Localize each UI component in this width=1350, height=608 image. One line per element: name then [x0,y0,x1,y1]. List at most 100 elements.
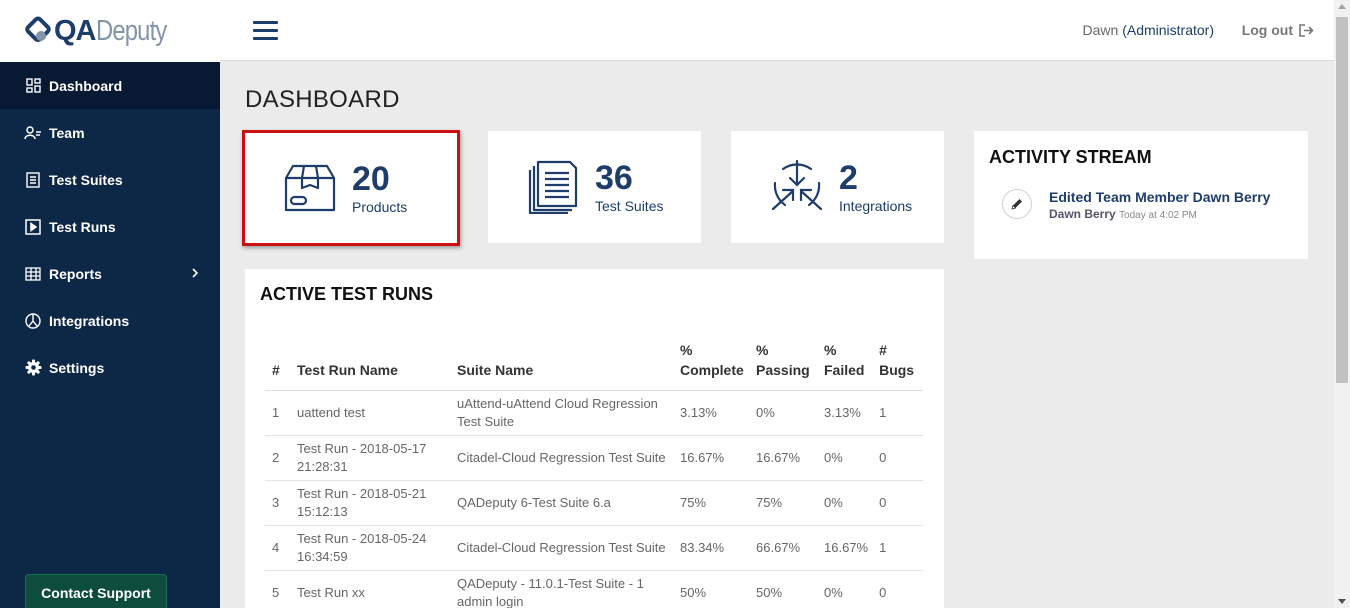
chevron-right-icon [188,266,202,280]
cell-complete: 83.34% [673,525,749,571]
test-runs-icon [24,218,42,236]
logo-deputy-text: Deputy [95,14,167,47]
logout-icon [1299,23,1314,37]
sidebar-item-team[interactable]: Team [0,109,220,156]
products-count: 20 [352,159,390,198]
hamburger-menu-icon[interactable] [253,21,278,41]
scroll-up-arrow-icon[interactable] [1338,4,1346,9]
sidebar-item-dashboard[interactable]: Dashboard [0,62,220,109]
logo-mark-icon [24,16,52,46]
activity-time: Today at 4:02 PM [1119,210,1197,221]
col-bugs-header[interactable]: # Bugs [872,340,923,391]
user-name: Dawn [1082,22,1119,38]
sidebar-item-label: Dashboard [49,77,123,94]
scroll-thumb[interactable] [1336,17,1348,383]
sidebar-item-settings[interactable]: Settings [0,344,220,391]
cell-failed: 3.13% [817,390,873,436]
cell-suite: Citadel-Cloud Regression Test Suite [450,435,673,481]
sidebar-item-label: Reports [49,265,102,282]
logo[interactable]: QA Deputy [0,0,220,62]
col-failed-header[interactable]: % Failed [817,340,873,391]
integrations-icon [769,159,825,215]
page-title: DASHBOARD [245,86,400,113]
col-complete-header[interactable]: % Complete [673,340,749,391]
cell-passing: 66.67% [749,525,817,571]
cell-num: 5 [265,570,290,608]
logout-button[interactable]: Log out [1242,22,1314,38]
cell-passing: 75% [749,480,817,526]
user-info: Dawn (Administrator) [1083,22,1214,38]
active-test-runs-title: ACTIVE TEST RUNS [260,284,434,304]
sidebar-item-label: Settings [49,359,105,376]
table-row[interactable]: 1 uattend test uAttend-uAttend Cloud Reg… [265,390,923,436]
test-suites-icon [24,171,42,189]
cell-bugs: 1 [872,390,923,436]
table-header-row: # Test Run Name Suite Name % Complete % Pa… [265,340,923,391]
user-role: (Administrator) [1122,22,1214,38]
stat-card-integrations[interactable]: 2 Integrations [731,131,944,243]
cell-failed: 0% [817,570,873,608]
sidebar-item-label: Test Runs [49,218,116,235]
sidebar-nav: Dashboard Team Test Suites [0,62,220,391]
col-num-header[interactable]: # [265,340,290,391]
sidebar-item-integrations[interactable]: Integrations [0,297,220,344]
logout-label: Log out [1241,22,1293,38]
cell-num: 4 [265,525,290,571]
products-label: Products [352,198,408,215]
activity-user: Dawn Berry [1049,207,1116,221]
cell-bugs: 0 [872,435,923,481]
box-icon [282,160,338,216]
cell-name[interactable]: uattend test [290,390,450,436]
activity-title[interactable]: Edited Team Member Dawn Berry [1049,189,1271,205]
stat-card-test-suites[interactable]: 36 Test Suites [488,131,701,243]
activity-stream-title: ACTIVITY STREAM [989,147,1152,167]
pencil-icon [1002,189,1032,219]
dashboard-icon [24,77,42,95]
page-scrollbar[interactable] [1334,0,1350,608]
logo-qa-text: QA [54,14,96,47]
integrations-count: 2 [839,158,858,197]
cell-name[interactable]: Test Run - 2018-05-21 15:12:13 [290,480,450,526]
team-icon [24,124,42,142]
cell-suite: QADeputy - 11.0.1-Test Suite - 1 admin l… [450,570,673,608]
sidebar: QA Deputy Dashboard Team [0,0,220,608]
activity-item[interactable]: Edited Team Member Dawn Berry Dawn Berry… [1002,189,1270,221]
cell-suite: uAttend-uAttend Cloud Regression Test Su… [450,390,673,436]
col-suite-header[interactable]: Suite Name [450,340,673,391]
cell-failed: 0% [817,435,873,481]
cell-bugs: 0 [872,480,923,526]
col-name-header[interactable]: Test Run Name [290,340,450,391]
cell-passing: 50% [749,570,817,608]
cell-name[interactable]: Test Run - 2018-05-17 21:28:31 [290,435,450,481]
cell-failed: 0% [817,480,873,526]
cell-name[interactable]: Test Run xx [290,570,450,608]
table-row[interactable]: 5 Test Run xx QADeputy - 11.0.1-Test Sui… [265,570,923,608]
cell-num: 3 [265,480,290,526]
cell-name[interactable]: Test Run - 2018-05-24 16:34:59 [290,525,450,571]
table-row[interactable]: 4 Test Run - 2018-05-24 16:34:59 Citadel… [265,525,923,571]
cell-passing: 0% [749,390,817,436]
sidebar-item-test-suites[interactable]: Test Suites [0,156,220,203]
gear-icon [24,359,42,377]
cell-complete: 50% [673,570,749,608]
cell-complete: 75% [673,480,749,526]
scroll-down-arrow-icon[interactable] [1338,599,1346,604]
stat-card-products[interactable]: 20 Products [242,130,460,246]
table-row[interactable]: 2 Test Run - 2018-05-17 21:28:31 Citadel… [265,435,923,481]
integrations-label: Integrations [839,197,913,214]
cell-passing: 16.67% [749,435,817,481]
cell-bugs: 0 [872,570,923,608]
test-suites-label: Test Suites [595,197,664,214]
test-suites-count: 36 [595,158,633,197]
active-test-runs-table: # Test Run Name Suite Name % Complete % Pa… [265,340,923,608]
sidebar-item-label: Integrations [49,312,130,329]
cell-bugs: 1 [872,525,923,571]
contact-support-button[interactable]: Contact Support [25,574,167,608]
table-row[interactable]: 3 Test Run - 2018-05-21 15:12:13 QADeput… [265,480,923,526]
sidebar-item-test-runs[interactable]: Test Runs [0,203,220,250]
cell-suite: Citadel-Cloud Regression Test Suite [450,525,673,571]
cell-suite: QADeputy 6-Test Suite 6.a [450,480,673,526]
col-passing-header[interactable]: % Passing [749,340,817,391]
sidebar-item-reports[interactable]: Reports [0,250,220,297]
cell-num: 2 [265,435,290,481]
